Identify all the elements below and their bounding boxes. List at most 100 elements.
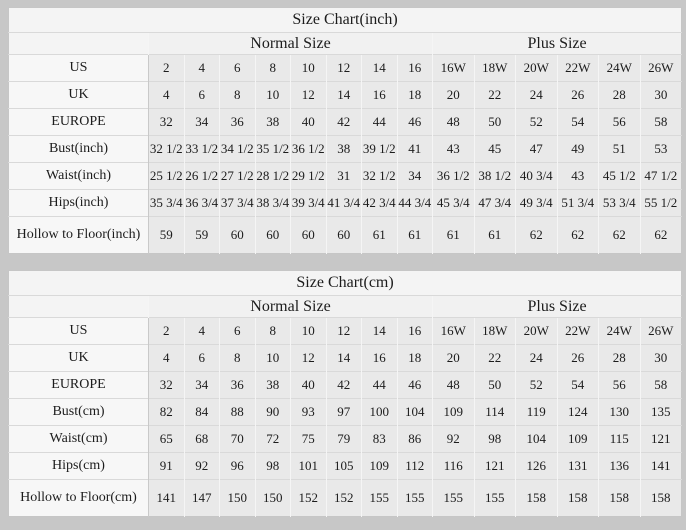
group-header-row: Normal Size Plus Size bbox=[8, 295, 682, 318]
size-cell: 36 bbox=[219, 371, 255, 399]
size-cell: 152 bbox=[290, 479, 326, 517]
size-cell: 10 bbox=[290, 317, 326, 345]
size-cell: 115 bbox=[598, 425, 640, 453]
size-cell: 2 bbox=[148, 317, 184, 345]
size-cell: 24 bbox=[515, 344, 557, 372]
size-cell: 40 3/4 bbox=[515, 162, 557, 190]
size-cell: 62 bbox=[639, 216, 682, 254]
size-cell: 130 bbox=[598, 398, 640, 426]
size-cell: 155 bbox=[361, 479, 397, 517]
size-cell: 32 1/2 bbox=[148, 135, 184, 163]
size-cell: 109 bbox=[361, 452, 397, 480]
size-cell: 16 bbox=[396, 317, 433, 345]
size-cell: 58 bbox=[639, 371, 682, 399]
size-cell: 38 1/2 bbox=[473, 162, 516, 190]
row-label: Hips(inch) bbox=[8, 189, 149, 217]
size-cell: 6 bbox=[219, 54, 255, 82]
size-cell: 18 bbox=[396, 344, 433, 372]
size-cell: 12 bbox=[290, 81, 326, 109]
size-cell: 121 bbox=[639, 425, 682, 453]
size-cell: 52 bbox=[515, 371, 557, 399]
size-cell: 62 bbox=[598, 216, 640, 254]
size-cell: 43 bbox=[432, 135, 474, 163]
size-cell: 55 1/2 bbox=[639, 189, 682, 217]
size-cell: 68 bbox=[183, 425, 220, 453]
size-cell: 75 bbox=[290, 425, 326, 453]
size-cell: 92 bbox=[183, 452, 220, 480]
size-cell: 53 bbox=[639, 135, 682, 163]
size-cell: 136 bbox=[598, 452, 640, 480]
size-cell: 26W bbox=[639, 317, 682, 345]
row-label: Hollow to Floor(cm) bbox=[8, 479, 149, 517]
size-cell: 104 bbox=[396, 398, 433, 426]
size-cell: 158 bbox=[515, 479, 557, 517]
size-cell: 24W bbox=[598, 317, 640, 345]
size-cell: 34 bbox=[396, 162, 433, 190]
size-cell: 8 bbox=[254, 317, 291, 345]
size-cell: 158 bbox=[556, 479, 599, 517]
size-cell: 6 bbox=[183, 81, 220, 109]
group-header-plus: Plus Size bbox=[431, 295, 682, 318]
size-cell: 48 bbox=[432, 108, 474, 136]
size-cell: 10 bbox=[254, 81, 291, 109]
size-cell: 39 1/2 bbox=[361, 135, 397, 163]
size-cell: 44 bbox=[361, 108, 397, 136]
size-cell: 12 bbox=[325, 317, 362, 345]
size-cell: 14 bbox=[361, 317, 397, 345]
size-cell: 16W bbox=[432, 54, 474, 82]
size-cell: 49 bbox=[556, 135, 599, 163]
size-cell: 20 bbox=[432, 344, 474, 372]
table-title-row: Size Chart(cm) bbox=[8, 270, 682, 296]
size-cell: 39 3/4 bbox=[290, 189, 326, 217]
size-cell: 26 1/2 bbox=[183, 162, 220, 190]
size-cell: 155 bbox=[396, 479, 433, 517]
row-label: Bust(inch) bbox=[8, 135, 149, 163]
size-cell: 36 bbox=[219, 108, 255, 136]
size-cell: 32 bbox=[148, 108, 184, 136]
group-header-row: Normal Size Plus Size bbox=[8, 32, 682, 55]
table-row: UK 4 6 8 10 12 14 16 18 20 22 24 26 28 30 bbox=[8, 344, 682, 372]
size-cell: 27 1/2 bbox=[219, 162, 255, 190]
size-cell: 30 bbox=[639, 344, 682, 372]
size-cell: 28 1/2 bbox=[254, 162, 291, 190]
size-cell: 45 1/2 bbox=[598, 162, 640, 190]
table-row: Bust(inch) 32 1/2 33 1/2 34 1/2 35 1/2 36 1/2… bbox=[8, 135, 682, 163]
group-header-normal: Normal Size bbox=[148, 295, 433, 318]
size-cell: 16 bbox=[396, 54, 433, 82]
size-cell: 4 bbox=[183, 54, 220, 82]
size-cell: 98 bbox=[473, 425, 516, 453]
size-cell: 131 bbox=[556, 452, 599, 480]
size-cell: 35 3/4 bbox=[148, 189, 184, 217]
row-label: Waist(cm) bbox=[8, 425, 149, 453]
size-cell: 26 bbox=[556, 81, 599, 109]
size-cell: 8 bbox=[254, 54, 291, 82]
size-cell: 14 bbox=[325, 81, 362, 109]
size-cell: 18W bbox=[473, 54, 516, 82]
size-cell: 51 bbox=[598, 135, 640, 163]
size-cell: 10 bbox=[290, 54, 326, 82]
size-cell: 47 1/2 bbox=[639, 162, 682, 190]
table-row: Bust(cm) 82 84 88 90 93 97 100 104 109 114 119 124 13… bbox=[8, 398, 682, 426]
size-cell: 35 1/2 bbox=[254, 135, 291, 163]
size-cell: 14 bbox=[325, 344, 362, 372]
table-row: EUROPE 32 34 36 38 40 42 44 46 48 50 52 54 56 58 bbox=[8, 371, 682, 399]
size-cell: 135 bbox=[639, 398, 682, 426]
table-title: Size Chart(inch) bbox=[8, 7, 682, 33]
size-cell: 45 3/4 bbox=[432, 189, 474, 217]
row-label: UK bbox=[8, 81, 149, 109]
size-cell: 72 bbox=[254, 425, 291, 453]
size-cell: 6 bbox=[219, 317, 255, 345]
size-cell: 114 bbox=[473, 398, 516, 426]
size-cell: 44 3/4 bbox=[396, 189, 433, 217]
size-cell: 97 bbox=[325, 398, 362, 426]
size-cell: 16 bbox=[361, 344, 397, 372]
size-cell: 4 bbox=[148, 344, 184, 372]
size-cell: 65 bbox=[148, 425, 184, 453]
size-cell: 40 bbox=[290, 371, 326, 399]
size-cell: 42 bbox=[325, 371, 362, 399]
size-cell: 53 3/4 bbox=[598, 189, 640, 217]
size-cell: 155 bbox=[473, 479, 516, 517]
size-cell: 43 bbox=[556, 162, 599, 190]
size-cell: 32 1/2 bbox=[361, 162, 397, 190]
